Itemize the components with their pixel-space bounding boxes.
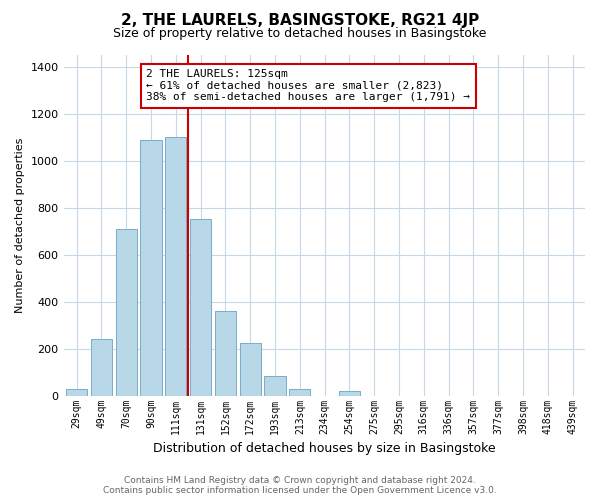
Bar <box>239 343 261 396</box>
Bar <box>91 340 112 396</box>
Bar <box>140 140 161 396</box>
Bar <box>289 388 310 396</box>
Bar <box>215 311 236 396</box>
Y-axis label: Number of detached properties: Number of detached properties <box>15 138 25 313</box>
Bar <box>165 137 187 396</box>
Bar <box>339 391 360 396</box>
Bar <box>116 229 137 396</box>
Text: 2, THE LAURELS, BASINGSTOKE, RG21 4JP: 2, THE LAURELS, BASINGSTOKE, RG21 4JP <box>121 12 479 28</box>
Text: 2 THE LAURELS: 125sqm
← 61% of detached houses are smaller (2,823)
38% of semi-d: 2 THE LAURELS: 125sqm ← 61% of detached … <box>146 69 470 102</box>
Bar <box>265 376 286 396</box>
Bar <box>190 220 211 396</box>
Text: Contains HM Land Registry data © Crown copyright and database right 2024.
Contai: Contains HM Land Registry data © Crown c… <box>103 476 497 495</box>
X-axis label: Distribution of detached houses by size in Basingstoke: Distribution of detached houses by size … <box>154 442 496 455</box>
Bar <box>66 388 87 396</box>
Text: Size of property relative to detached houses in Basingstoke: Size of property relative to detached ho… <box>113 28 487 40</box>
